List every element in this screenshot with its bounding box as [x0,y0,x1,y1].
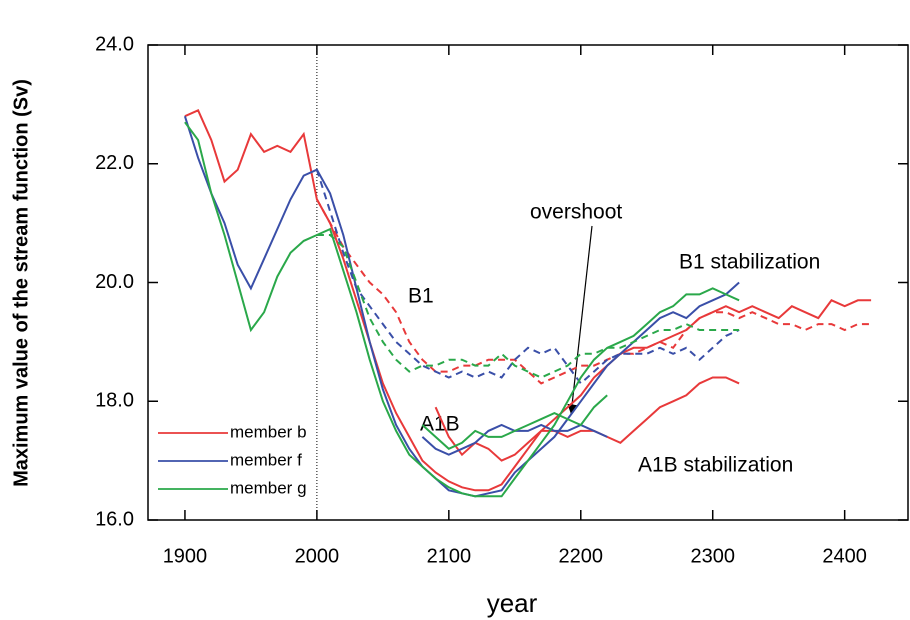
x-tick-label: 2200 [559,545,604,567]
x-tick-label: 2400 [822,545,867,567]
y-tick-label: 20.0 [95,271,134,293]
x-tick-label: 1900 [163,545,208,567]
series-line [184,108,872,492]
y-tick-label: 16.0 [95,508,134,530]
series-line [434,376,740,462]
y-axis-label: Maximum value of the stream function (Sv… [10,79,32,487]
y-tick-label: 18.0 [95,390,134,412]
annotation-arrow [567,225,593,415]
y-tick-label: 24.0 [95,33,134,55]
y-tick-label: 22.0 [95,152,134,174]
x-axis-label: year [487,588,538,618]
series-line [421,394,608,450]
legend-label: member f [230,450,302,469]
series-line [315,169,740,385]
x-tick-label: 2100 [427,545,472,567]
series-line [316,198,872,385]
x-tick-label: 2000 [295,545,340,567]
series-line [184,121,740,498]
annotation: overshoot [530,201,622,224]
legend-label: member b [230,422,307,441]
annotation: B1 stabilization [679,251,820,274]
annotation: A1B stabilization [638,454,793,477]
legend-label: member g [230,478,307,497]
x-tick-label: 2300 [690,545,735,567]
series-line [316,234,740,379]
annotation: B1 [408,285,434,308]
annotation: A1B [420,413,460,436]
